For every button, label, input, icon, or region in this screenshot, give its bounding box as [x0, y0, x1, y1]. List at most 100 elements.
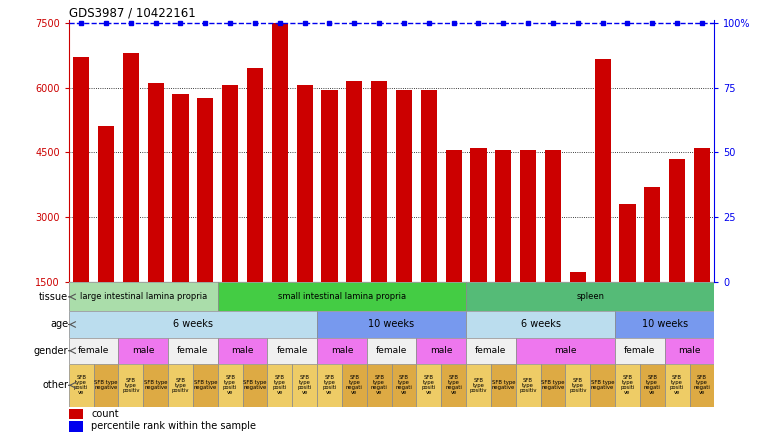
Text: male: male — [678, 346, 701, 355]
Text: SFB
type
positi
ve: SFB type positi ve — [322, 375, 337, 395]
Bar — [615, 337, 665, 364]
Text: SFB
type
positi
ve: SFB type positi ve — [273, 375, 287, 395]
Text: SFB
type
positi
ve: SFB type positi ve — [670, 375, 685, 395]
Text: large intestinal lamina propria: large intestinal lamina propria — [79, 292, 207, 301]
Text: 10 weeks: 10 weeks — [368, 320, 415, 329]
Text: SFB
type
positi
ve: SFB type positi ve — [223, 375, 238, 395]
Bar — [73, 57, 89, 282]
Text: male: male — [430, 346, 452, 355]
Text: SFB
type
negati
ve: SFB type negati ve — [644, 375, 661, 395]
Text: SFB type
negative: SFB type negative — [541, 380, 565, 390]
Text: SFB type
negative: SFB type negative — [591, 380, 614, 390]
Text: count: count — [92, 409, 119, 419]
Text: male: male — [554, 346, 577, 355]
Text: SFB
type
negati
ve: SFB type negati ve — [346, 375, 363, 395]
Bar — [342, 364, 367, 407]
Bar — [396, 90, 412, 282]
Bar — [615, 364, 640, 407]
Text: SFB type
negative: SFB type negative — [243, 380, 267, 390]
Bar — [669, 159, 685, 282]
Text: gender: gender — [34, 346, 68, 356]
Text: SFB type
negative: SFB type negative — [491, 380, 515, 390]
Text: male: male — [132, 346, 154, 355]
Text: tissue: tissue — [39, 292, 68, 302]
Bar — [147, 83, 163, 282]
Bar — [222, 85, 238, 282]
Bar — [471, 148, 487, 282]
Bar — [545, 151, 561, 282]
Text: 10 weeks: 10 weeks — [642, 320, 688, 329]
Bar — [322, 90, 338, 282]
Bar — [243, 364, 267, 407]
Bar — [144, 364, 168, 407]
Bar — [296, 85, 312, 282]
Bar — [267, 364, 293, 407]
Bar — [640, 364, 665, 407]
Text: SFB type
negative: SFB type negative — [144, 380, 167, 390]
Bar — [570, 272, 586, 282]
Bar — [644, 187, 660, 282]
Bar — [690, 364, 714, 407]
Text: small intestinal lamina propria: small intestinal lamina propria — [278, 292, 406, 301]
Bar — [615, 311, 714, 337]
Bar — [541, 364, 565, 407]
Text: female: female — [177, 346, 209, 355]
Text: SFB
type
positiv: SFB type positiv — [122, 378, 140, 393]
Bar — [520, 151, 536, 282]
Bar — [272, 23, 288, 282]
Text: female: female — [475, 346, 507, 355]
Text: GDS3987 / 10422161: GDS3987 / 10422161 — [69, 7, 196, 20]
Bar — [665, 364, 690, 407]
Bar — [247, 68, 263, 282]
Text: SFB
type
positi
ve: SFB type positi ve — [620, 375, 635, 395]
Bar — [694, 148, 710, 282]
Text: SFB type
negative: SFB type negative — [193, 380, 217, 390]
Bar — [173, 94, 189, 282]
Bar — [317, 337, 367, 364]
Bar — [466, 337, 516, 364]
Text: 6 weeks: 6 weeks — [173, 320, 213, 329]
Bar — [367, 364, 392, 407]
Bar — [367, 337, 416, 364]
Bar — [317, 311, 466, 337]
Bar — [495, 151, 511, 282]
Text: male: male — [231, 346, 254, 355]
Text: SFB
type
positi
ve: SFB type positi ve — [422, 375, 436, 395]
Text: SFB
type
positi
ve: SFB type positi ve — [74, 375, 89, 395]
Text: SFB
type
positiv: SFB type positiv — [569, 378, 587, 393]
Bar — [346, 81, 362, 282]
Text: percentile rank within the sample: percentile rank within the sample — [92, 421, 257, 431]
Bar — [123, 53, 139, 282]
Text: SFB
type
positiv: SFB type positiv — [172, 378, 189, 393]
Bar — [98, 127, 114, 282]
Text: male: male — [331, 346, 353, 355]
Bar — [218, 337, 267, 364]
Bar — [218, 364, 243, 407]
Bar — [267, 337, 317, 364]
Text: female: female — [376, 346, 407, 355]
Bar — [665, 337, 714, 364]
Bar — [466, 311, 615, 337]
Text: SFB
type
positi
ve: SFB type positi ve — [297, 375, 312, 395]
Bar — [371, 81, 387, 282]
Bar — [317, 364, 342, 407]
Bar — [168, 364, 193, 407]
Bar — [516, 364, 541, 407]
Bar — [421, 90, 437, 282]
Bar — [69, 409, 83, 419]
Bar — [118, 337, 168, 364]
Text: female: female — [78, 346, 109, 355]
Text: SFB
type
negati
ve: SFB type negati ve — [396, 375, 413, 395]
Bar — [491, 364, 516, 407]
Bar — [193, 364, 218, 407]
Bar — [118, 364, 144, 407]
Bar — [197, 99, 213, 282]
Bar — [69, 337, 118, 364]
Bar — [416, 364, 442, 407]
Text: SFB
type
negati
ve: SFB type negati ve — [445, 375, 462, 395]
Bar — [594, 59, 610, 282]
Bar — [69, 311, 317, 337]
Bar — [392, 364, 416, 407]
Text: female: female — [624, 346, 656, 355]
Bar — [466, 364, 491, 407]
